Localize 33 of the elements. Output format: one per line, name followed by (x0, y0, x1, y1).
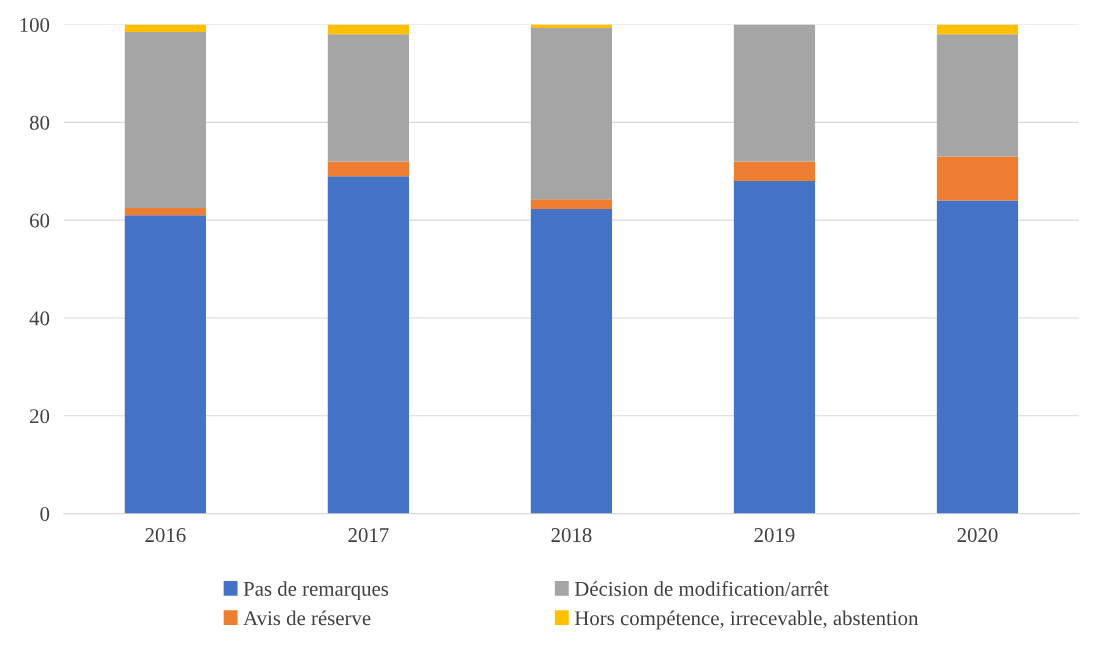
legend-label: Décision de modification/arrêt (574, 581, 829, 596)
bar (124, 24, 206, 32)
bar (327, 34, 409, 162)
y-tick-label: 80 (29, 115, 50, 130)
bar (530, 27, 613, 200)
bar (733, 181, 816, 514)
bar (327, 161, 409, 177)
bar (124, 31, 206, 208)
x-tick-label: 2016 (145, 528, 186, 543)
bar (530, 208, 613, 514)
bar (936, 156, 1019, 201)
bar (733, 161, 816, 182)
bar (530, 199, 613, 209)
bar (733, 24, 816, 162)
x-tick-label: 2018 (551, 528, 592, 543)
y-tick-label: 60 (30, 213, 50, 228)
bar (327, 24, 409, 35)
y-tick-label: 100 (20, 17, 50, 32)
bar (936, 24, 1019, 35)
bar (327, 176, 409, 514)
legend-label: Avis de réserve (243, 610, 371, 626)
legend-label: Pas de remarques (243, 581, 389, 601)
bar (124, 215, 206, 514)
bar (124, 207, 206, 216)
legend-label: Hors compétence, irrecevable, abstention (574, 610, 919, 630)
x-tick-label: 2017 (348, 528, 389, 543)
bar (936, 34, 1019, 157)
x-tick-label: 2019 (754, 528, 795, 543)
bar (936, 200, 1019, 514)
y-tick-label: 20 (30, 409, 50, 424)
y-tick-label: 0 (40, 506, 50, 521)
y-tick-label: 40 (29, 311, 50, 326)
x-tick-label: 2020 (957, 528, 998, 543)
